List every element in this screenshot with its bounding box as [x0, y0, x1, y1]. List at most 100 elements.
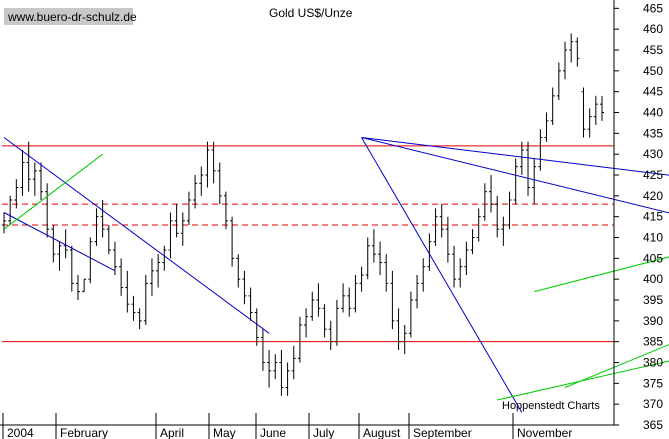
source-label: Hoppenstedt Charts: [502, 400, 600, 412]
trend-line: [3, 212, 116, 272]
price-bar: [378, 241, 383, 275]
chart-title: Gold US$/Unze: [269, 6, 353, 20]
y-tick-label: 425: [643, 168, 663, 182]
price-bar: [587, 108, 592, 138]
price-bar: [470, 229, 475, 255]
y-tick-label: 430: [643, 147, 663, 161]
price-bar: [489, 175, 494, 213]
price-bar: [458, 258, 463, 288]
price-bar: [174, 204, 179, 238]
price-bar: [38, 162, 43, 200]
x-tick-label: 2004: [7, 426, 34, 439]
price-bar: [575, 37, 580, 67]
price-bar: [32, 162, 37, 196]
y-tick-label: 375: [643, 376, 663, 390]
y-tick-label: 465: [643, 1, 663, 15]
horizontal-lines: [2, 145, 614, 343]
price-bar: [390, 270, 395, 330]
price-bar: [125, 270, 130, 313]
price-bar: [63, 229, 68, 259]
y-axis-ticks: 365 370 375 380 385 390 395 400 405 410 415 420 425 4…: [614, 1, 663, 432]
price-bar: [532, 158, 537, 205]
price-bar: [501, 216, 506, 246]
price-bar: [581, 87, 586, 138]
x-tick-label: August: [363, 426, 401, 439]
price-bar: [297, 316, 302, 363]
price-bar: [112, 241, 117, 275]
price-bar: [445, 216, 450, 263]
y-tick-label: 370: [643, 397, 663, 411]
trend-line: [3, 153, 103, 230]
y-tick-label: 460: [643, 22, 663, 36]
price-bar: [347, 287, 352, 317]
price-bar: [334, 300, 339, 346]
price-bar: [211, 141, 216, 184]
price-bar: [415, 275, 420, 309]
trend-line: [497, 360, 669, 401]
price-bar: [600, 95, 604, 121]
price-bar: [402, 325, 407, 355]
price-bar: [291, 345, 296, 380]
y-tick-label: 390: [643, 314, 663, 328]
price-bar: [304, 308, 309, 338]
price-bar: [2, 212, 6, 234]
price-bar: [556, 62, 561, 100]
price-bar: [88, 237, 93, 284]
price-bar: [168, 212, 173, 259]
price-bar: [279, 350, 284, 396]
price-bar: [82, 278, 87, 293]
price-bar: [69, 245, 74, 292]
y-tick-label: 400: [643, 272, 663, 286]
y-tick-label: 415: [643, 210, 663, 224]
x-tick-label: September: [413, 426, 472, 439]
price-bar: [310, 291, 315, 321]
price-bar: [408, 291, 413, 338]
price-bar: [513, 158, 518, 205]
trend-line: [3, 137, 270, 334]
price-bar: [100, 200, 105, 238]
price-bar: [273, 354, 278, 380]
y-tick-label: 380: [643, 356, 663, 370]
price-bar: [236, 254, 241, 288]
price-bar: [538, 129, 543, 171]
price-bar: [149, 258, 154, 296]
price-bar: [137, 308, 142, 330]
y-tick-label: 445: [643, 85, 663, 99]
price-bar: [248, 287, 253, 321]
price-bar: [199, 166, 204, 196]
price-bar: [495, 195, 500, 238]
price-bar: [371, 229, 376, 263]
price-bar: [267, 350, 272, 388]
price-bar: [341, 283, 346, 313]
y-tick-label: 455: [643, 43, 663, 57]
price-bar: [593, 95, 598, 125]
price-bar: [569, 33, 574, 63]
trend-line: [361, 137, 523, 413]
price-bar: [75, 275, 80, 300]
price-bar: [94, 208, 99, 246]
price-bar: [421, 258, 426, 292]
price-bar: [316, 283, 321, 317]
price-bar: [427, 233, 432, 271]
watermark-text: www.buero-dr-schulz.de: [7, 10, 137, 24]
y-tick-label: 435: [643, 126, 663, 140]
trend-lines: [3, 137, 669, 413]
price-bar: [353, 275, 358, 313]
y-tick-label: 440: [643, 106, 663, 120]
price-bar: [476, 208, 481, 242]
y-tick-label: 365: [643, 418, 663, 432]
y-tick-label: 450: [643, 64, 663, 78]
x-tick-label: May: [213, 426, 236, 439]
price-bar: [242, 270, 247, 305]
price-bar: [106, 225, 111, 255]
price-bar: [384, 254, 389, 292]
price-bar: [20, 150, 25, 196]
price-bar: [482, 183, 487, 221]
price-bar: [544, 112, 549, 142]
price-bar: [8, 195, 13, 225]
price-bar: [223, 191, 228, 230]
price-bar: [322, 304, 327, 338]
price-bar: [452, 245, 457, 288]
